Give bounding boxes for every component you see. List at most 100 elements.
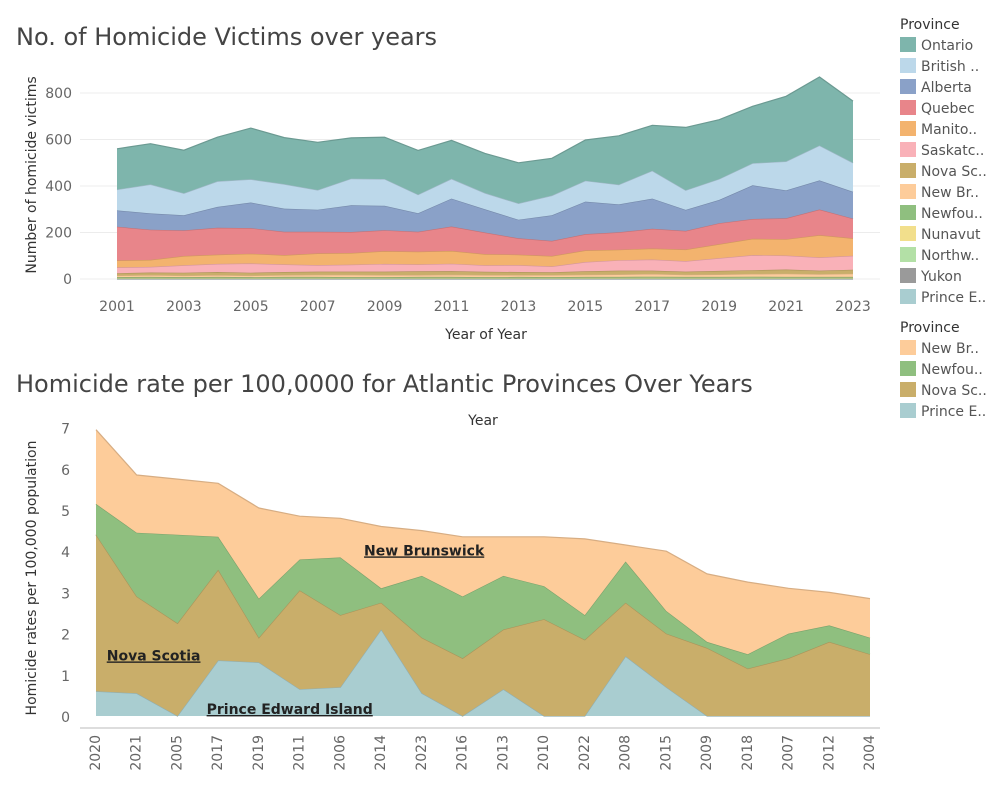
legend-item-label[interactable]: Newfou.. <box>921 206 983 222</box>
chart2-annotation: New Brunswick <box>364 543 485 559</box>
chart2-x-tick: 2011 <box>292 735 308 771</box>
legend-swatch <box>900 121 916 136</box>
legend-item-label[interactable]: Newfou.. <box>921 362 983 378</box>
legend-swatch <box>900 403 916 418</box>
legend-swatch <box>900 361 916 376</box>
chart2-x-tick: 2012 <box>821 735 837 771</box>
legend-swatch <box>900 58 916 73</box>
chart2-y-tick: 5 <box>61 504 70 520</box>
chart2-x-tick: 2022 <box>577 735 593 771</box>
chart2-x-ticks: 2020 2021 2005 2017 2019 2011 2006 2014 2023 2016… <box>88 735 878 771</box>
legend-swatch <box>900 382 916 397</box>
chart2-y-axis-label: Homicide rates per 100,000 population <box>24 441 40 716</box>
legend-item-label[interactable]: Quebec <box>921 101 975 117</box>
chart2-x-tick: 2020 <box>88 735 104 771</box>
legend-item-label[interactable]: Nova Sc.. <box>921 164 987 180</box>
legend-item-label[interactable]: New Br.. <box>921 341 979 357</box>
chart2-x-tick: 2004 <box>862 735 878 771</box>
chart1-line-Ontario <box>116 76 854 164</box>
chart2-x-tick: 2019 <box>251 735 267 771</box>
chart2-y-tick: 7 <box>61 422 70 438</box>
legend-swatch <box>900 205 916 220</box>
chart2-x-tick: 2007 <box>781 735 797 771</box>
chart2-x-tick: 2016 <box>455 735 471 771</box>
legend-swatch <box>900 268 916 283</box>
chart1-x-tick: 2019 <box>701 299 737 315</box>
chart2-y-tick: 6 <box>61 463 70 479</box>
legend-item-label[interactable]: British .. <box>921 59 979 75</box>
legend-item-label[interactable]: Nova Sc.. <box>921 383 987 399</box>
chart1-y-tick: 600 <box>45 133 72 149</box>
chart1-area-Ontario <box>117 77 853 204</box>
chart1-y-tick: 400 <box>45 179 72 195</box>
chart1-x-tick: 2003 <box>166 299 202 315</box>
chart1-title: No. of Homicide Victims over years <box>16 23 437 51</box>
chart1-x-tick: 2011 <box>434 299 470 315</box>
chart2-area-Prince Edward Island <box>96 629 870 716</box>
chart2-title: Homicide rate per 100,0000 for Atlantic … <box>16 370 753 398</box>
legend-swatch <box>900 340 916 355</box>
chart2-top-axis-label: Year <box>467 413 498 429</box>
chart1-area-Manito.. <box>117 235 853 268</box>
chart2-x-tick: 2021 <box>129 735 145 771</box>
chart1-y-ticks: 0 200 400 600 800 <box>45 86 72 288</box>
chart2-y-tick: 2 <box>61 628 70 644</box>
chart1-y-tick: 0 <box>63 272 72 288</box>
legend-swatch <box>900 184 916 199</box>
legend-item-label[interactable]: Ontario <box>921 38 973 54</box>
chart2-line-New Brunswick <box>95 429 871 600</box>
legend-swatch <box>900 163 916 178</box>
chart2-area-Nova Scotia <box>96 534 870 716</box>
chart1-areas <box>116 76 854 280</box>
chart1-area-British .. <box>117 145 853 220</box>
legend-swatch <box>900 100 916 115</box>
chart2-x-tick: 2006 <box>332 735 348 771</box>
chart1-x-tick: 2013 <box>501 299 537 315</box>
legend1-title: Province <box>900 17 960 33</box>
chart1-x-ticks: 2001 2003 2005 2007 2009 2011 2013 2015 2017 2019… <box>99 299 871 315</box>
legend-item-label[interactable]: Manito.. <box>921 122 977 138</box>
legend-item-label[interactable]: New Br.. <box>921 185 979 201</box>
chart2-x-tick: 2013 <box>495 735 511 771</box>
legend-item-label[interactable]: Yukon <box>920 269 962 285</box>
legend-item-label[interactable]: Northw.. <box>921 248 979 264</box>
chart2-annotation: Nova Scotia <box>107 648 201 664</box>
chart1-x-tick: 2015 <box>568 299 604 315</box>
chart1-x-tick: 2009 <box>367 299 403 315</box>
chart2-x-tick: 2010 <box>536 735 552 771</box>
legend-item-label[interactable]: Alberta <box>921 80 972 96</box>
chart2-y-tick: 0 <box>61 710 70 726</box>
chart1-y-axis-label: Number of homicide victims <box>24 76 40 273</box>
legend-swatch <box>900 226 916 241</box>
chart2-x-tick: 2017 <box>210 735 226 771</box>
legend1: Ontario British .. Alberta Quebec Manito.. Sa… <box>900 37 987 306</box>
legend-item-label[interactable]: Saskatc.. <box>921 143 984 159</box>
chart2-x-tick: 2008 <box>618 735 634 771</box>
legend-item-label[interactable]: Prince E.. <box>921 404 986 420</box>
chart1-x-tick: 2021 <box>768 299 804 315</box>
chart2-x-tick: 2005 <box>169 735 185 771</box>
chart2-y-ticks: 0 1 2 3 4 5 6 7 <box>61 422 70 726</box>
chart2-area-New Brunswick <box>96 429 870 655</box>
legend-item-label[interactable]: Nunavut <box>921 227 981 243</box>
chart2-x-tick: 2009 <box>699 735 715 771</box>
chart1-x-axis-label: Year of Year <box>444 327 527 343</box>
chart2-annotations: New Brunswick Nova Scotia Prince Edward Is… <box>107 543 485 718</box>
chart1-x-tick: 2017 <box>634 299 670 315</box>
chart2-annotation: Prince Edward Island <box>207 702 373 718</box>
chart1-area-Quebec <box>117 209 853 261</box>
chart2-y-tick: 3 <box>61 586 70 602</box>
chart1-y-tick: 800 <box>45 86 72 102</box>
chart1-y-tick: 200 <box>45 226 72 242</box>
chart1-x-tick: 2005 <box>233 299 269 315</box>
legend-swatch <box>900 37 916 52</box>
legend-swatch <box>900 247 916 262</box>
chart2-x-tick: 2023 <box>414 735 430 771</box>
legend-swatch <box>900 289 916 304</box>
legend-swatch <box>900 142 916 157</box>
chart1-x-tick: 2001 <box>99 299 135 315</box>
legend-item-label[interactable]: Prince E.. <box>921 290 986 306</box>
chart1-x-tick: 2007 <box>300 299 336 315</box>
legend-swatch <box>900 79 916 94</box>
legend2-title: Province <box>900 320 960 336</box>
